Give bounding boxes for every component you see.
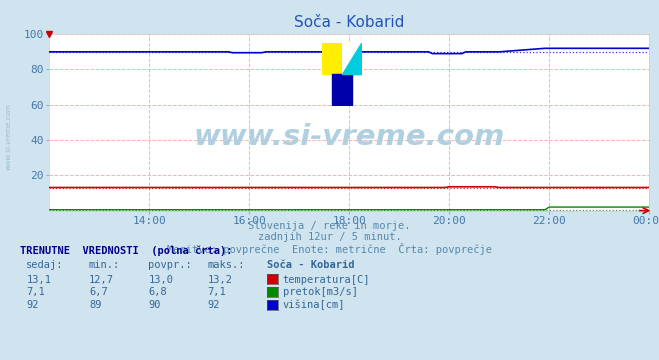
Text: sedaj:: sedaj:: [26, 260, 64, 270]
Text: maks.:: maks.:: [208, 260, 245, 270]
Text: 12,7: 12,7: [89, 275, 114, 285]
Text: 89: 89: [89, 300, 101, 310]
Text: Meritve: povprečne  Enote: metrične  Črta: povprečje: Meritve: povprečne Enote: metrične Črta:…: [167, 243, 492, 255]
Text: 13,1: 13,1: [26, 275, 51, 285]
Text: temperatura[C]: temperatura[C]: [283, 275, 370, 285]
Text: 92: 92: [208, 300, 220, 310]
Text: 13,2: 13,2: [208, 275, 233, 285]
Polygon shape: [342, 43, 361, 74]
Text: pretok[m3/s]: pretok[m3/s]: [283, 287, 358, 297]
Text: zadnjih 12ur / 5 minut.: zadnjih 12ur / 5 minut.: [258, 232, 401, 242]
Text: 6,7: 6,7: [89, 287, 107, 297]
Text: 7,1: 7,1: [26, 287, 45, 297]
Text: 13,0: 13,0: [148, 275, 173, 285]
Text: TRENUTNE  VREDNOSTI  (polna črta):: TRENUTNE VREDNOSTI (polna črta):: [20, 245, 232, 256]
Text: povpr.:: povpr.:: [148, 260, 192, 270]
Text: min.:: min.:: [89, 260, 120, 270]
Text: Soča - Kobarid: Soča - Kobarid: [267, 260, 355, 270]
Text: 90: 90: [148, 300, 161, 310]
Text: www.si-vreme.com: www.si-vreme.com: [5, 103, 11, 170]
Text: 6,8: 6,8: [148, 287, 167, 297]
Text: Slovenija / reke in morje.: Slovenija / reke in morje.: [248, 221, 411, 231]
Text: višina[cm]: višina[cm]: [283, 300, 345, 310]
Polygon shape: [342, 43, 361, 74]
Text: 7,1: 7,1: [208, 287, 226, 297]
Title: Soča - Kobarid: Soča - Kobarid: [294, 15, 405, 30]
Text: 92: 92: [26, 300, 39, 310]
Text: www.si-vreme.com: www.si-vreme.com: [194, 122, 505, 150]
